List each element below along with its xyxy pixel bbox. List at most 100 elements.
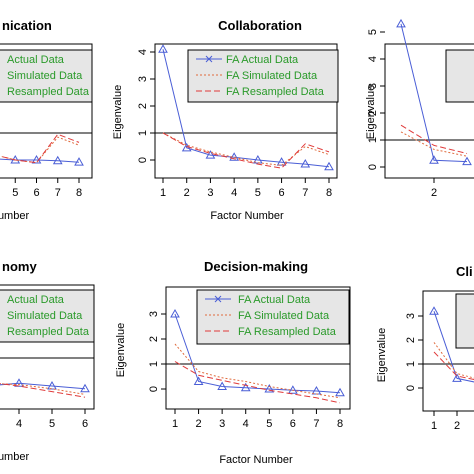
x-tick-label: 8	[76, 187, 82, 199]
legend-box	[0, 289, 95, 343]
x-tick-label: 5	[255, 187, 261, 199]
series-line-1	[162, 49, 330, 168]
x-tick-label: 7	[313, 418, 319, 430]
plot-frame	[422, 290, 474, 412]
series-line-2	[162, 132, 330, 166]
series-line-3	[433, 351, 474, 381]
data-point-marker	[240, 382, 251, 392]
data-point-marker	[300, 159, 311, 168]
data-point-marker	[429, 306, 439, 315]
y-tick-label: 1	[405, 361, 417, 367]
x-tick-label: 7	[55, 187, 61, 199]
x-tick-label: 5	[12, 187, 18, 199]
y-tick-label: 0	[148, 386, 160, 392]
series-line-1	[400, 23, 468, 163]
data-point-marker	[47, 380, 57, 390]
legend-marker-x	[205, 55, 213, 63]
legend-entry-3: FA Resampled Data	[238, 326, 337, 338]
y-tick-label: 0	[405, 385, 417, 391]
series-line-2	[174, 343, 341, 399]
series-line-2	[433, 342, 474, 379]
y-tick-label: 1	[367, 137, 379, 143]
data-point-marker	[452, 373, 462, 382]
series-line-3	[174, 361, 341, 404]
x-tick-label: 6	[82, 418, 88, 430]
data-point-marker	[14, 378, 24, 387]
legend-entry-2: FA Simulated Data	[238, 310, 330, 322]
data-point-marker	[396, 18, 406, 28]
x-tick-label: 4	[16, 418, 22, 430]
x-tick-label: 1	[172, 418, 178, 430]
plot-frame	[165, 286, 351, 410]
series-line-2	[400, 131, 468, 157]
scree-panel-6: 1 2 0 1 2 3 Cli Eigenvalue	[376, 264, 474, 432]
data-point-marker	[429, 155, 439, 164]
legend-entry-2: Simulated Data	[7, 70, 83, 82]
series-line-3	[162, 132, 330, 169]
y-axis-label: Eigenvalue	[112, 85, 124, 139]
data-point-marker	[462, 156, 472, 166]
scree-panel-4: Actual Data Simulated Data Resampled Data 4…	[0, 259, 95, 463]
x-tick-label: 5	[49, 418, 55, 430]
x-tick-label: 8	[337, 418, 343, 430]
x-axis-label: Number	[0, 210, 29, 222]
x-tick-label: 2	[454, 420, 460, 432]
x-tick-label: 6	[279, 187, 285, 199]
legend-entry-2: Simulated Data	[7, 310, 83, 322]
scree-panel-5: FA Actual Data FA Simulated Data FA Resamp…	[115, 259, 351, 466]
y-tick-label: 4	[137, 49, 149, 55]
series-line-3	[0, 383, 86, 398]
plot-frame	[384, 43, 474, 179]
data-point-marker	[193, 376, 204, 385]
data-point-marker	[205, 150, 216, 159]
legend-entry-3: Resampled Data	[7, 86, 90, 98]
data-point-marker	[52, 155, 63, 165]
data-point-marker	[287, 385, 298, 394]
y-tick-label: 2	[148, 336, 160, 342]
x-tick-label: 4	[243, 418, 249, 430]
x-tick-label: 3	[207, 187, 213, 199]
legend-marker-x	[214, 295, 222, 303]
data-point-marker	[264, 383, 275, 393]
y-tick-label: 1	[148, 361, 160, 367]
plot-frame	[154, 43, 338, 179]
legend-entry-1: Actual Data	[7, 54, 65, 66]
x-tick-label: 5	[266, 418, 272, 430]
series-line-3	[400, 124, 468, 154]
x-axis-label: Factor Number	[210, 210, 284, 222]
x-tick-label: 2	[431, 187, 437, 199]
legend-entry-1: FA Actual Data	[238, 294, 311, 306]
legend-entry-3: FA Resampled Data	[226, 86, 325, 98]
x-tick-label: 6	[33, 187, 39, 199]
series-line-1	[433, 311, 474, 383]
plot-frame	[0, 284, 95, 410]
y-axis-label: Eigenvalue	[376, 328, 388, 382]
data-point-marker	[74, 157, 84, 166]
y-tick-label: 3	[137, 76, 149, 82]
y-tick-label: 0	[137, 157, 149, 163]
chart-title: nication	[2, 18, 52, 33]
data-point-marker	[252, 154, 263, 164]
legend-box	[0, 49, 93, 103]
data-point-marker	[80, 383, 90, 393]
chart-title: nomy	[2, 259, 37, 274]
y-tick-label: 5	[367, 29, 379, 35]
y-axis-label: Eigenvalue	[365, 85, 377, 139]
series-line-3	[0, 133, 80, 164]
data-point-marker	[276, 157, 287, 166]
legend-box	[455, 293, 474, 349]
x-axis-label: Number	[0, 451, 29, 463]
scree-panel-3: 2 0 1 2 3 4 5 Eigenvalue	[365, 18, 474, 199]
y-tick-label: 1	[137, 130, 149, 136]
y-tick-label: 0	[367, 164, 379, 170]
chart-title: Decision-making	[204, 259, 308, 274]
data-point-marker	[335, 387, 345, 397]
plot-frame	[0, 43, 93, 179]
data-point-marker	[217, 381, 228, 390]
x-tick-label: 1	[160, 187, 166, 199]
x-tick-label: 6	[290, 418, 296, 430]
series-line-2	[0, 383, 86, 395]
y-tick-label: 2	[405, 337, 417, 343]
legend-entry-3: Resampled Data	[7, 326, 90, 338]
